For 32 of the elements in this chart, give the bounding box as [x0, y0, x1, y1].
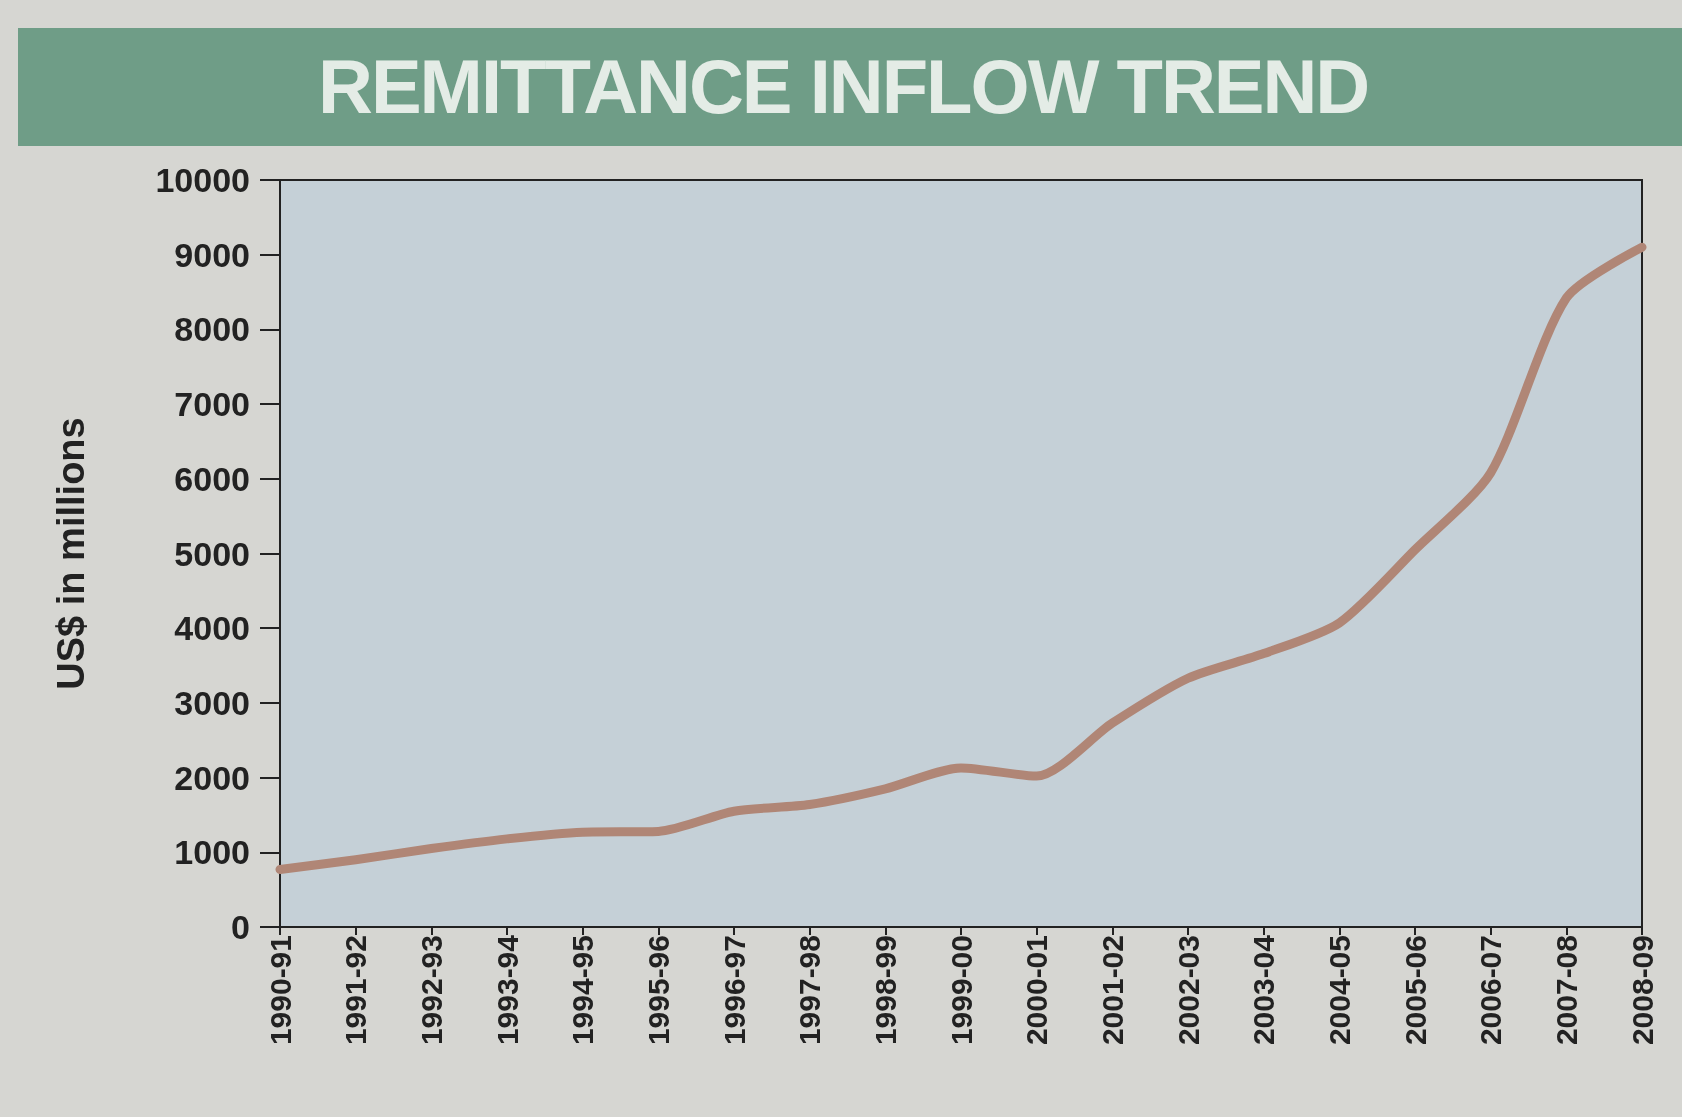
x-tick-label: 2000-01: [1020, 935, 1054, 1046]
x-tick-label: 1997-98: [793, 935, 827, 1046]
y-tick-label: 7000: [174, 385, 250, 424]
x-tick-label: 1992-93: [414, 935, 448, 1046]
x-tick-label: 1993-94: [490, 934, 524, 1046]
x-tick-label: 2002-03: [1171, 935, 1205, 1046]
y-tick-label: 2000: [174, 758, 250, 797]
y-tick-label: 10000: [155, 161, 250, 199]
chart-title: REMITTANCE INFLOW TREND: [18, 28, 1682, 146]
x-tick-label: 1990-91: [263, 935, 297, 1046]
x-tick-label: 2003-04: [1247, 934, 1281, 1046]
x-tick-label: 2008-09: [1625, 935, 1659, 1046]
y-tick-label: 4000: [174, 609, 250, 648]
y-tick-label: 1000: [174, 833, 250, 872]
y-tick-label: 9000: [174, 235, 250, 274]
x-tick-label: 1991-92: [339, 935, 373, 1046]
x-tick-label: 2006-07: [1474, 935, 1508, 1046]
x-tick-label: 1999-00: [944, 935, 978, 1046]
y-tick-label: 6000: [174, 459, 250, 498]
x-tick-label: 2007-08: [1549, 935, 1583, 1046]
x-tick-label: 1998-99: [868, 935, 902, 1046]
x-tick-label: 1996-97: [717, 935, 751, 1046]
x-tick-label: 1994-95: [566, 935, 600, 1046]
y-tick-label: 0: [231, 908, 250, 946]
x-tick-label: 2005-06: [1398, 935, 1432, 1046]
y-tick-label: 5000: [174, 534, 250, 573]
y-tick-label: 8000: [174, 310, 250, 349]
y-tick-label: 3000: [174, 683, 250, 722]
y-axis-title: US$ in millions: [50, 417, 92, 690]
x-tick-label: 1995-96: [641, 935, 675, 1046]
x-tick-label: 2004-05: [1322, 935, 1356, 1046]
x-tick-label: 2001-02: [1095, 935, 1129, 1046]
